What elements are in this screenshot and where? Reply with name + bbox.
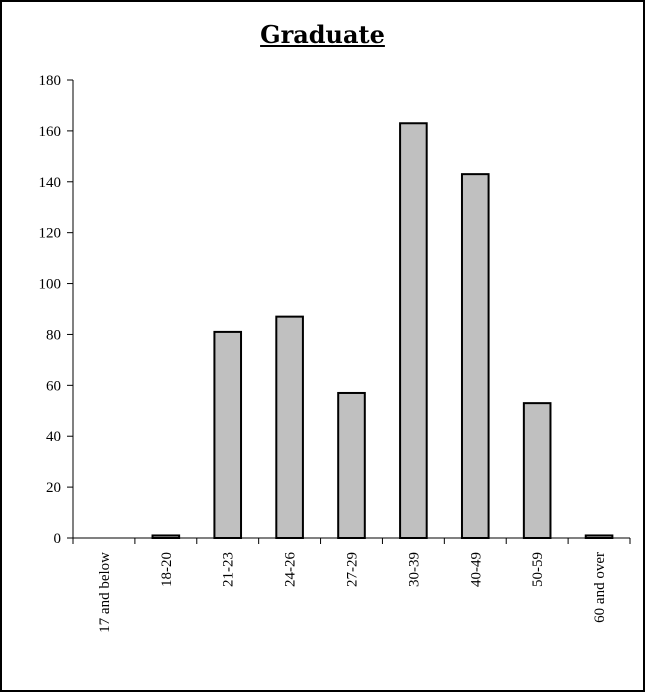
y-tick-label: 40 xyxy=(46,429,61,445)
y-tick-label: 160 xyxy=(39,124,62,140)
bar xyxy=(399,122,428,539)
x-tick-label: 40-49 xyxy=(468,552,484,587)
x-tick-label: 18-20 xyxy=(159,552,175,587)
x-tick-label: 27-29 xyxy=(345,552,361,587)
bar xyxy=(213,330,243,539)
y-tick-label: 60 xyxy=(46,378,61,394)
x-tick-label: 50-59 xyxy=(530,552,546,587)
x-axis: 17 and below 18-20 21-23 24-26 27-29 30-39 40-… xyxy=(72,537,631,633)
y-tick-label: 100 xyxy=(39,277,62,293)
bars xyxy=(151,122,614,540)
y-tick-label: 120 xyxy=(39,226,62,242)
x-tick-label: 21-23 xyxy=(221,552,237,587)
y-tick-label: 0 xyxy=(54,531,62,547)
y-tick-label: 180 xyxy=(39,73,62,89)
x-tick-label: 60 and over xyxy=(592,552,608,623)
bar xyxy=(337,391,366,540)
bar xyxy=(522,402,552,539)
bar xyxy=(151,534,181,540)
y-tick-label: 20 xyxy=(46,480,61,496)
bar xyxy=(460,173,490,539)
bar xyxy=(275,315,304,539)
chart-title: Graduate xyxy=(260,20,385,49)
bar xyxy=(584,534,614,540)
x-tick-label: 30-39 xyxy=(406,552,422,587)
x-tick-label: 17 and below xyxy=(97,552,113,633)
y-axis: 0 20 40 60 80 100 120 140 160 180 xyxy=(39,73,74,547)
x-tick-label: 24-26 xyxy=(283,552,299,587)
y-tick-label: 140 xyxy=(39,175,62,191)
y-tick-label: 80 xyxy=(46,327,61,343)
